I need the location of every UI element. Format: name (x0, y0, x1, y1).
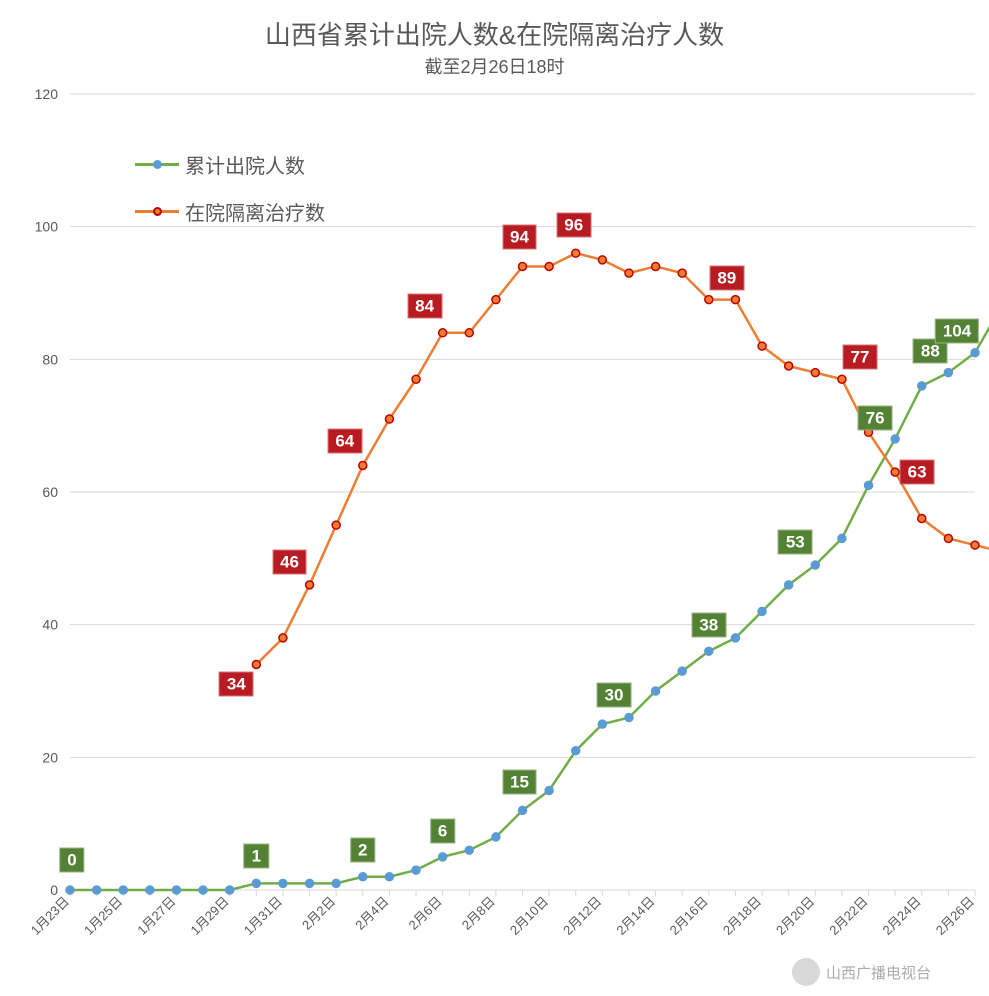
svg-text:100: 100 (35, 219, 59, 235)
data-label: 89 (709, 265, 744, 290)
svg-text:0: 0 (50, 882, 58, 898)
svg-text:2月12日: 2月12日 (560, 894, 604, 938)
data-label: 53 (778, 529, 813, 554)
svg-text:1月23日: 1月23日 (28, 894, 72, 938)
svg-text:40: 40 (42, 617, 58, 633)
svg-text:2月16日: 2月16日 (667, 894, 711, 938)
legend-item: 在院隔离治疗数 (135, 197, 325, 226)
svg-text:2月26日: 2月26日 (933, 894, 977, 938)
data-label: 77 (842, 345, 877, 370)
svg-text:60: 60 (42, 484, 58, 500)
legend-swatch-icon (135, 163, 179, 166)
svg-text:2月2日: 2月2日 (299, 894, 338, 933)
svg-text:80: 80 (42, 351, 58, 367)
data-label: 38 (691, 613, 726, 638)
svg-text:2月4日: 2月4日 (352, 894, 391, 933)
data-label: 104 (935, 318, 979, 343)
data-label: 96 (556, 213, 591, 238)
svg-text:1月31日: 1月31日 (241, 894, 285, 938)
data-label: 46 (272, 549, 307, 574)
data-label: 15 (502, 770, 537, 795)
data-label: 34 (219, 672, 254, 697)
svg-text:2月20日: 2月20日 (773, 894, 817, 938)
data-label: 76 (858, 405, 893, 430)
svg-text:1月25日: 1月25日 (81, 894, 125, 938)
legend-label: 累计出院人数 (185, 150, 305, 179)
data-label: 0 (59, 848, 84, 873)
watermark-avatar-icon (792, 958, 820, 986)
svg-text:2月18日: 2月18日 (720, 894, 764, 938)
svg-text:2月22日: 2月22日 (826, 894, 870, 938)
svg-text:2月10日: 2月10日 (507, 894, 551, 938)
data-label: 30 (597, 682, 632, 707)
watermark-text: 山西广播电视台 (826, 962, 931, 983)
svg-text:2月14日: 2月14日 (613, 894, 657, 938)
data-label: 94 (502, 225, 537, 250)
svg-text:2月8日: 2月8日 (459, 894, 498, 933)
data-label: 6 (430, 818, 455, 843)
data-label: 84 (407, 293, 442, 318)
svg-text:20: 20 (42, 749, 58, 765)
data-label: 64 (327, 429, 362, 454)
legend: 累计出院人数在院隔离治疗数 (135, 150, 325, 226)
svg-text:1月27日: 1月27日 (134, 894, 178, 938)
legend-swatch-icon (135, 210, 179, 213)
legend-item: 累计出院人数 (135, 150, 325, 179)
watermark: 山西广播电视台 (792, 958, 931, 986)
svg-text:2月6日: 2月6日 (406, 894, 445, 933)
data-label: 63 (900, 460, 935, 485)
data-label: 2 (350, 837, 375, 862)
chart-container: 山西省累计出院人数&在院隔离治疗人数 截至2月26日18时 0204060801… (0, 0, 989, 996)
legend-label: 在院隔离治疗数 (185, 197, 325, 226)
svg-text:2月24日: 2月24日 (880, 894, 924, 938)
data-label: 1 (244, 844, 269, 869)
svg-text:120: 120 (35, 86, 59, 102)
svg-text:1月29日: 1月29日 (187, 894, 231, 938)
